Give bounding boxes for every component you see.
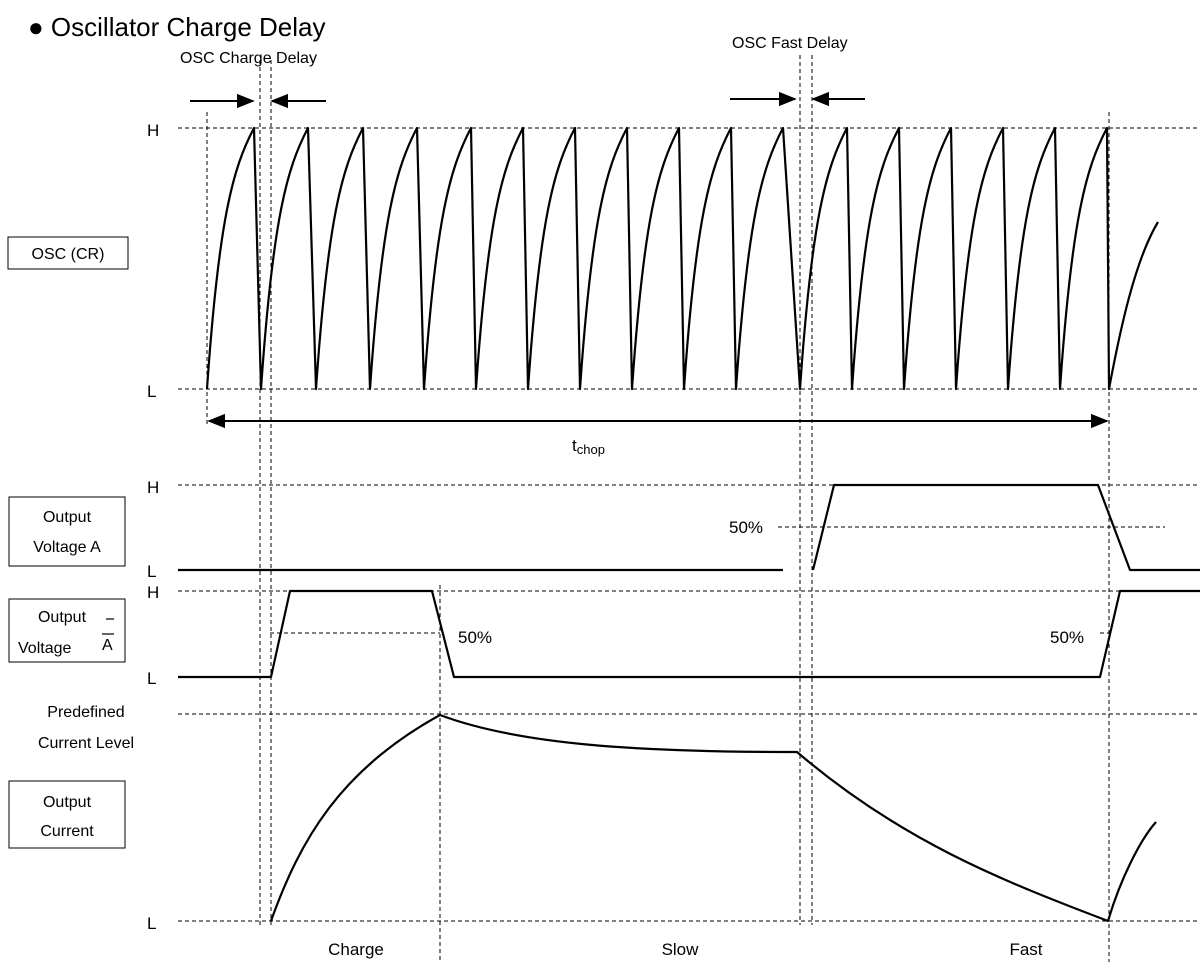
phase-slow-label: Slow (662, 940, 700, 959)
phase-fast-label: Fast (1009, 940, 1042, 959)
timing-markers (206, 55, 1110, 962)
voltage-a-signal-box: Output Voltage A (8, 496, 126, 567)
voltage-abar-label-line1: Output (38, 609, 87, 626)
osc-charge-delay-label: OSC Charge Delay (180, 50, 317, 67)
voltage-abar-signal-box: Output Voltage A (8, 598, 126, 663)
voltage-abar-50-right-label: 50% (1050, 628, 1084, 647)
diagram-title: ● Oscillator Charge Delay (28, 12, 325, 42)
output-current-label-line1: Output (43, 794, 92, 811)
reference-lines (178, 127, 1200, 922)
osc-low-label: L (147, 382, 156, 401)
voltage-abar-suffix: A (102, 637, 113, 654)
voltage-abar-waveform (178, 589, 1200, 679)
osc-waveform (205, 126, 1159, 391)
voltage-a-label-line2: Voltage A (33, 539, 101, 556)
predefined-label-line2: Current Level (38, 735, 134, 752)
output-current-label-line2: Current (40, 823, 94, 840)
voltage-a-high-label: H (147, 478, 159, 497)
current-low-label: L (147, 914, 156, 933)
osc-signal-label: OSC (CR) (32, 246, 105, 263)
voltage-a-label-line1: Output (43, 509, 92, 526)
osc-high-label: H (147, 121, 159, 140)
tchop-label: tchop (572, 436, 605, 457)
voltage-a-waveform (178, 483, 1200, 572)
voltage-abar-50-left-label: 50% (458, 628, 492, 647)
output-current-signal-box: Output Current (8, 780, 126, 849)
voltage-a-low-label: L (147, 562, 156, 581)
osc-fast-delay-label: OSC Fast Delay (732, 35, 848, 52)
phase-charge-label: Charge (328, 940, 384, 959)
output-current-waveform (269, 713, 1157, 923)
voltage-abar-low-label: L (147, 669, 156, 688)
voltage-a-50-label: 50% (729, 518, 763, 537)
voltage-abar-label-line2: Voltage (18, 640, 71, 657)
osc-signal-box: OSC (CR) (7, 236, 129, 270)
predefined-label-line1: Predefined (47, 704, 124, 721)
voltage-abar-high-label: H (147, 583, 159, 602)
